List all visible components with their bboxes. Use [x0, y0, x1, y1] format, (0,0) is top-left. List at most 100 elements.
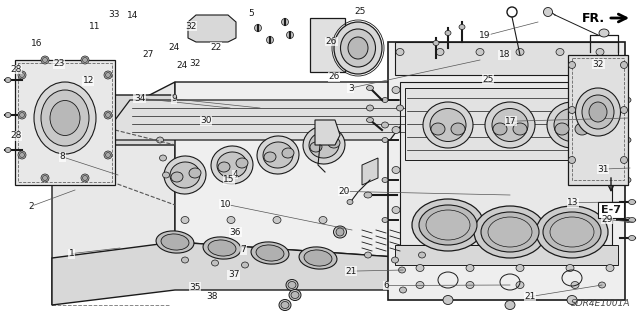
Ellipse shape [575, 88, 621, 136]
Ellipse shape [273, 217, 281, 224]
Ellipse shape [41, 90, 89, 146]
Ellipse shape [159, 155, 166, 161]
Ellipse shape [392, 167, 400, 174]
Ellipse shape [104, 151, 112, 159]
Ellipse shape [340, 29, 376, 67]
Text: 8: 8 [60, 152, 65, 161]
Ellipse shape [347, 199, 353, 204]
Polygon shape [405, 88, 608, 160]
Ellipse shape [171, 172, 183, 182]
Ellipse shape [567, 295, 577, 305]
Ellipse shape [106, 113, 111, 117]
Ellipse shape [445, 31, 451, 35]
Ellipse shape [241, 262, 248, 268]
Ellipse shape [596, 48, 604, 56]
Ellipse shape [516, 264, 524, 271]
Ellipse shape [566, 264, 574, 271]
Text: 3: 3 [348, 84, 353, 93]
Ellipse shape [516, 281, 524, 288]
Text: 28: 28 [10, 131, 22, 140]
Ellipse shape [348, 37, 368, 59]
Ellipse shape [505, 300, 515, 309]
Ellipse shape [163, 172, 170, 178]
Polygon shape [315, 120, 340, 145]
Text: 18: 18 [499, 50, 510, 59]
Ellipse shape [170, 162, 200, 188]
Ellipse shape [208, 240, 236, 256]
Text: 9: 9 [172, 94, 177, 103]
Text: 12: 12 [83, 76, 94, 85]
Ellipse shape [5, 113, 11, 117]
Ellipse shape [571, 281, 579, 288]
Text: SDR4E1001A: SDR4E1001A [570, 299, 630, 308]
Ellipse shape [443, 295, 453, 305]
Text: 26: 26 [326, 37, 337, 46]
Polygon shape [310, 18, 345, 72]
Text: 31: 31 [597, 165, 609, 174]
Ellipse shape [19, 72, 24, 78]
Text: 35: 35 [189, 283, 201, 292]
Ellipse shape [416, 281, 424, 288]
Text: 16: 16 [31, 39, 43, 48]
Ellipse shape [181, 217, 189, 224]
Ellipse shape [621, 62, 627, 69]
Ellipse shape [536, 206, 608, 258]
Ellipse shape [485, 102, 535, 148]
Ellipse shape [430, 108, 466, 142]
Ellipse shape [50, 100, 80, 136]
Ellipse shape [493, 123, 507, 135]
Ellipse shape [412, 199, 484, 251]
Polygon shape [395, 245, 618, 265]
Text: 19: 19 [479, 31, 491, 40]
Ellipse shape [287, 32, 294, 39]
Polygon shape [52, 82, 175, 305]
Ellipse shape [334, 22, 382, 74]
Ellipse shape [81, 56, 89, 64]
Ellipse shape [610, 206, 618, 213]
Polygon shape [362, 158, 378, 185]
Ellipse shape [382, 98, 388, 102]
Polygon shape [400, 82, 612, 245]
Ellipse shape [251, 242, 289, 264]
Ellipse shape [367, 105, 374, 111]
Ellipse shape [42, 57, 47, 63]
Ellipse shape [104, 111, 112, 119]
Ellipse shape [104, 71, 112, 79]
Ellipse shape [610, 167, 618, 174]
Ellipse shape [606, 264, 614, 271]
Polygon shape [388, 42, 625, 300]
Ellipse shape [263, 142, 293, 168]
Text: 22: 22 [211, 43, 222, 52]
Text: 32: 32 [593, 60, 604, 69]
Ellipse shape [433, 41, 439, 46]
Ellipse shape [41, 56, 49, 64]
Ellipse shape [628, 218, 636, 222]
Text: E-7: E-7 [601, 205, 621, 215]
Ellipse shape [34, 82, 96, 154]
Text: 28: 28 [10, 65, 22, 74]
Text: 21: 21 [345, 267, 356, 276]
Ellipse shape [382, 218, 388, 222]
Polygon shape [188, 15, 236, 42]
Text: 11: 11 [89, 22, 100, 31]
Ellipse shape [625, 137, 631, 143]
Ellipse shape [396, 48, 404, 56]
Ellipse shape [328, 138, 340, 148]
Ellipse shape [625, 218, 631, 222]
Ellipse shape [419, 205, 477, 245]
Text: 17: 17 [505, 117, 516, 126]
Text: 5: 5 [248, 9, 253, 18]
Text: 36: 36 [230, 228, 241, 237]
Ellipse shape [164, 156, 206, 194]
Ellipse shape [547, 102, 597, 148]
Ellipse shape [161, 234, 189, 250]
Ellipse shape [392, 127, 400, 133]
Text: 1: 1 [69, 249, 74, 258]
Ellipse shape [399, 287, 406, 293]
Ellipse shape [568, 157, 575, 164]
Ellipse shape [106, 72, 111, 78]
Ellipse shape [423, 102, 473, 148]
Ellipse shape [256, 245, 284, 261]
Ellipse shape [365, 252, 371, 258]
Ellipse shape [182, 257, 189, 263]
